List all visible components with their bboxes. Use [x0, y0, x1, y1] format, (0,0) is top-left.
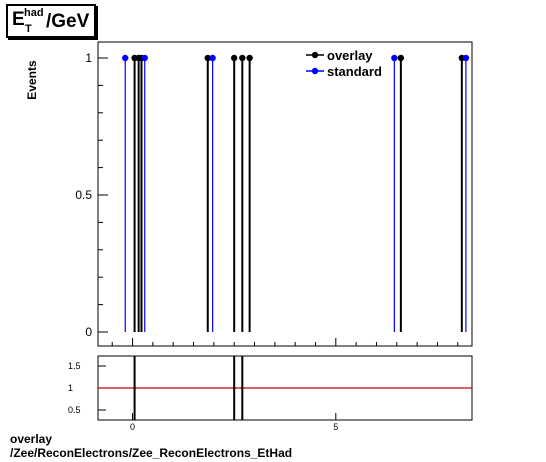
overlay-point: [246, 54, 253, 62]
legend-marker-standard: [311, 67, 319, 75]
y-tick-label: 1: [85, 51, 92, 65]
legend-label-standard: standard: [327, 64, 382, 79]
ratio-point: [232, 386, 236, 390]
legend-label-overlay: overlay: [327, 48, 373, 63]
overlay-point: [204, 54, 211, 62]
overlay-point: [230, 54, 238, 62]
standard-point: [141, 54, 148, 62]
ratio-y-tick-label: 1.5: [68, 361, 81, 371]
footer-label: overlay: [10, 432, 53, 446]
ratio-x-tick-label: 5: [333, 422, 338, 432]
plot-title-subscript: T: [25, 23, 32, 35]
ratio-y-tick-label: 1: [68, 383, 73, 393]
ratio-point: [133, 386, 136, 390]
standard-point: [391, 54, 398, 62]
standard-point: [209, 54, 216, 62]
ratio-x-tick-label: 0: [130, 422, 135, 432]
standard-point: [122, 54, 129, 62]
overlay-point: [239, 54, 246, 62]
ratio-y-tick-label: 0.5: [68, 405, 81, 415]
plot-title-unit: /GeV: [46, 11, 90, 32]
y-tick-label: 0.5: [75, 188, 92, 202]
legend-marker-overlay: [311, 51, 319, 59]
overlay-point: [397, 54, 405, 62]
plot-title-main: E: [12, 9, 25, 30]
ratio-point: [241, 386, 244, 390]
standard-point: [462, 54, 470, 62]
plot-title-box: E had T /GeV: [6, 4, 96, 38]
main-plot-frame: [97, 41, 473, 347]
y-tick-label: 0: [85, 325, 92, 339]
y-axis-label: Events: [25, 60, 39, 100]
plot-title-superscript: had: [24, 7, 44, 19]
footer-path: /Zee/ReconElectrons/Zee_ReconElectrons_E…: [10, 446, 293, 460]
